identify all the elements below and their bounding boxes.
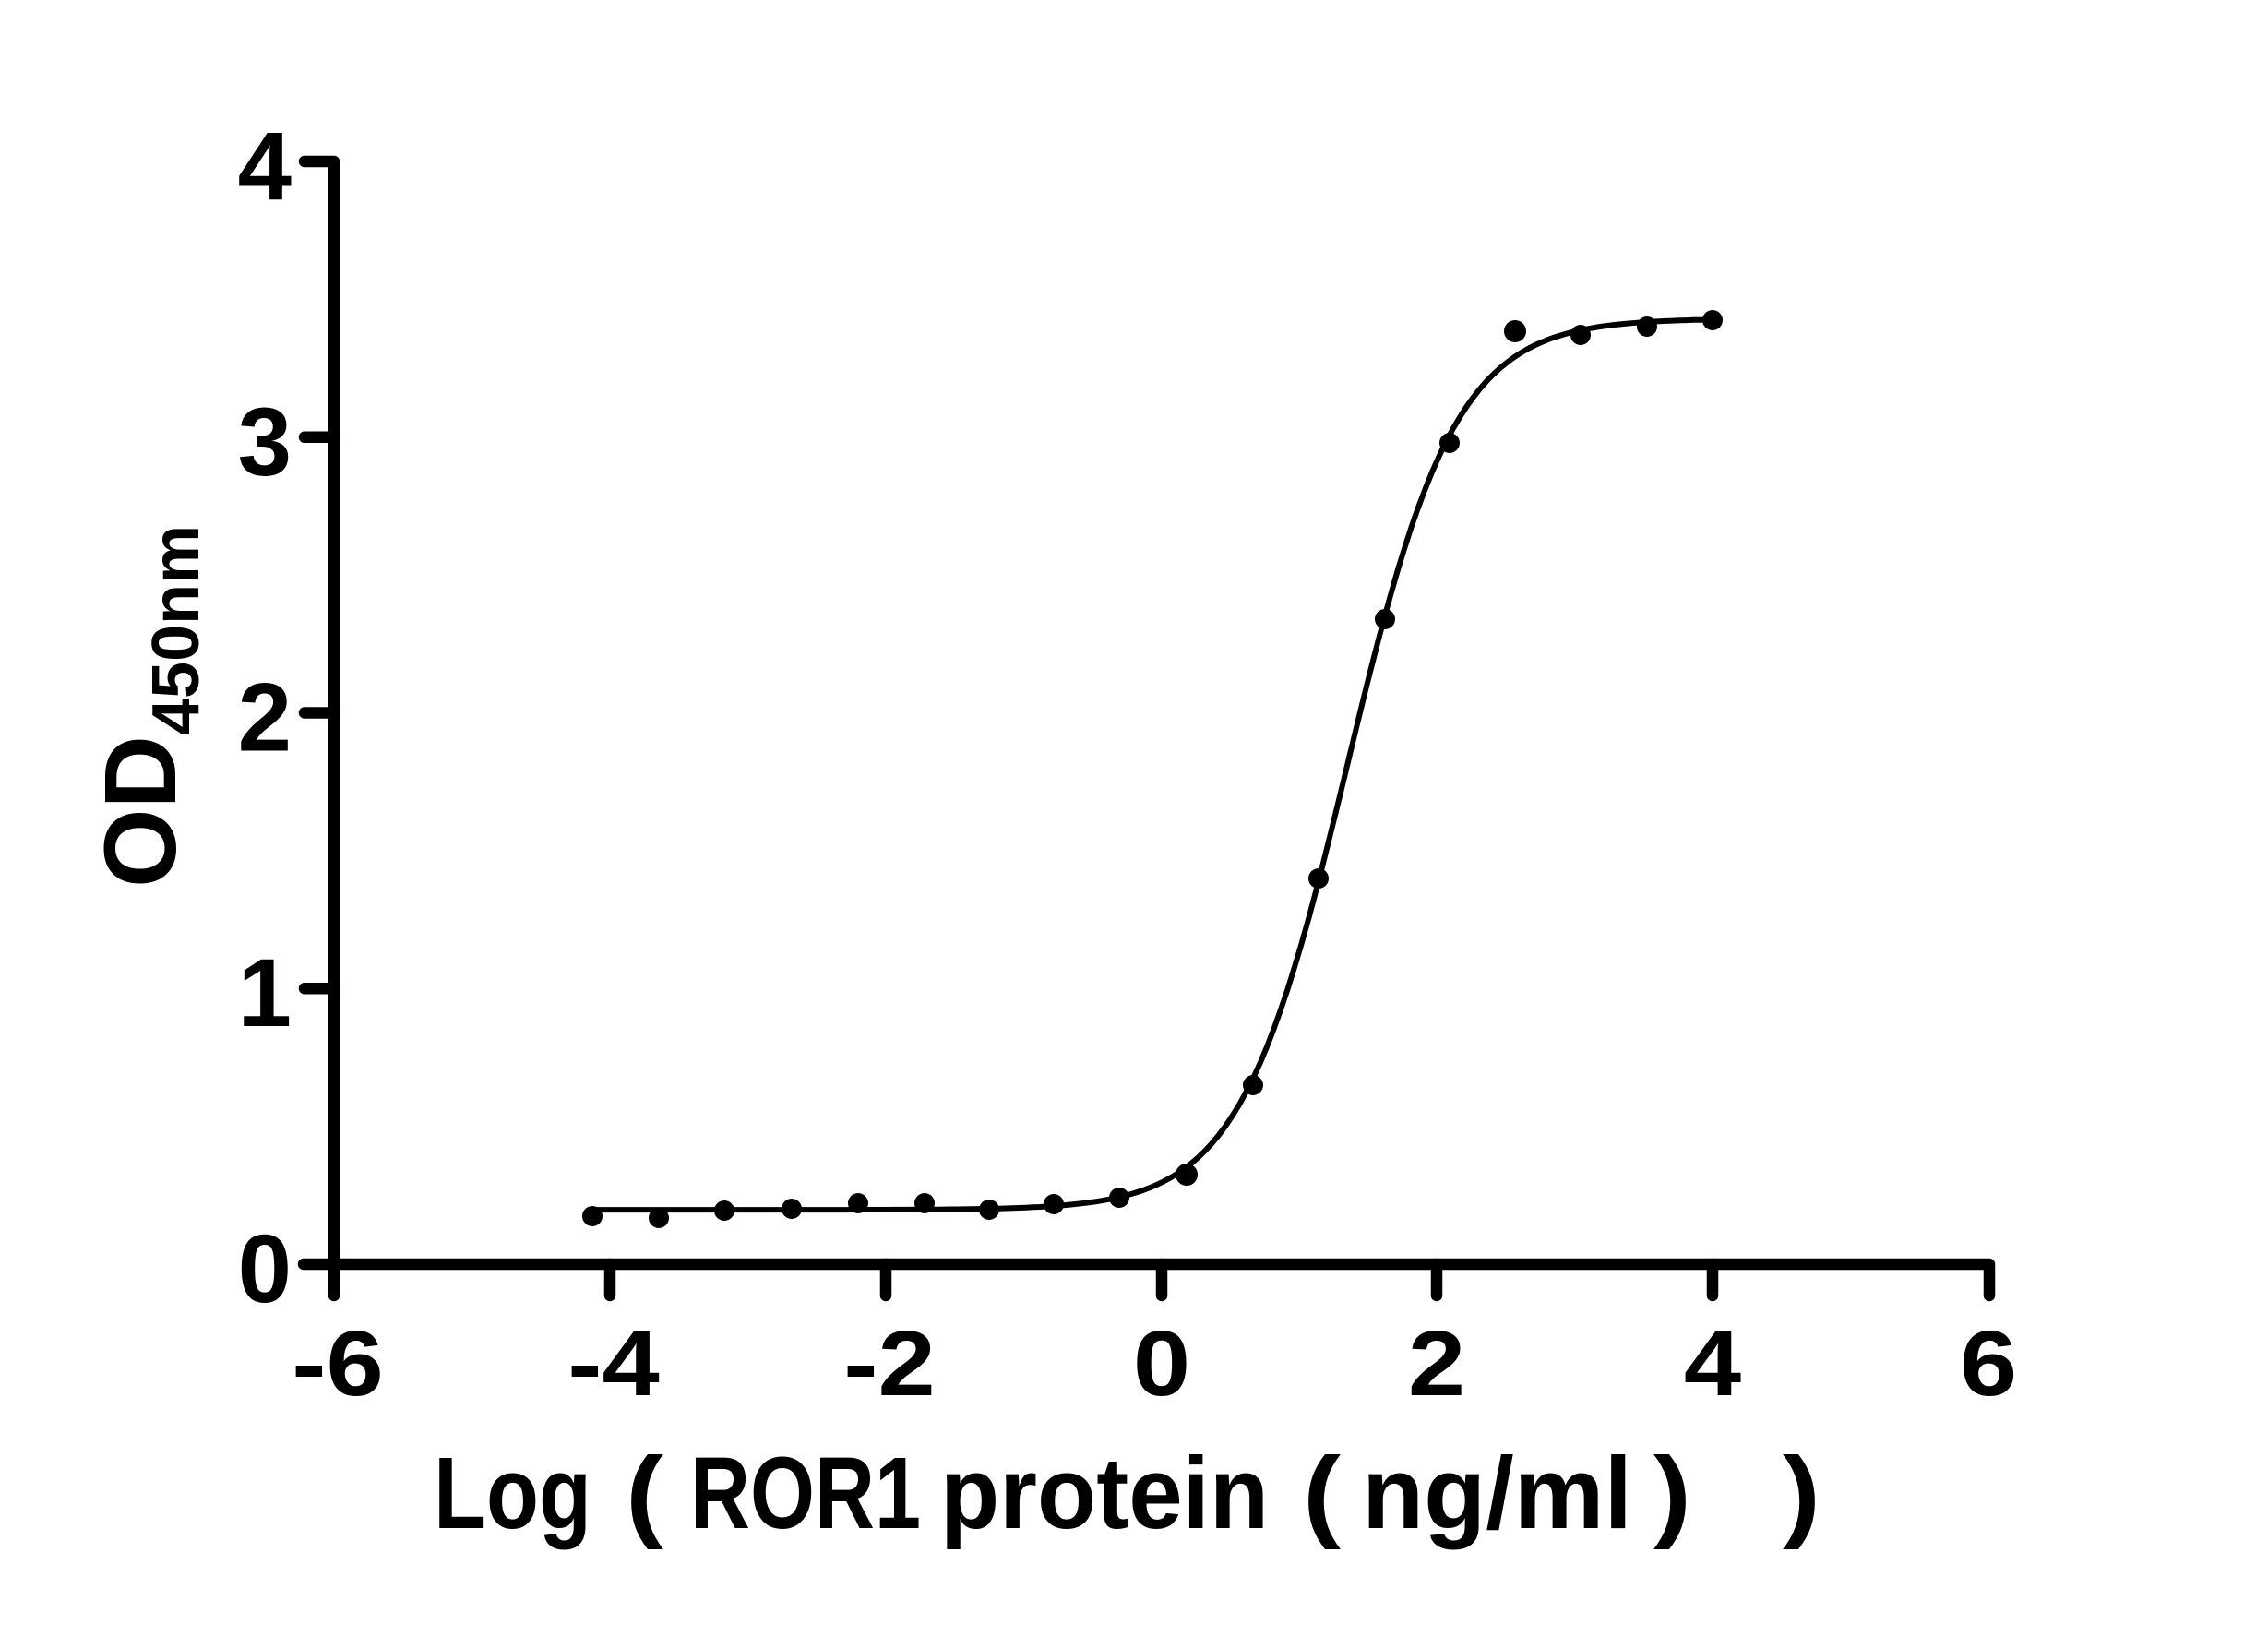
- svg-text:6: 6: [1960, 1313, 2017, 1415]
- svg-text:-4: -4: [567, 1313, 660, 1415]
- svg-text:2: 2: [238, 664, 292, 772]
- svg-text:4: 4: [238, 113, 292, 221]
- svg-text:): ): [1783, 1437, 1820, 1550]
- svg-text:-6: -6: [292, 1313, 384, 1415]
- svg-text:3: 3: [238, 388, 292, 496]
- svg-text:-2: -2: [843, 1313, 936, 1415]
- svg-text:0: 0: [1133, 1313, 1190, 1415]
- svg-text:Log: Log: [434, 1437, 591, 1550]
- svg-text:1: 1: [238, 939, 292, 1047]
- svg-text:4: 4: [1684, 1313, 1741, 1415]
- svg-text:): ): [1653, 1437, 1691, 1550]
- svg-text:protein: protein: [940, 1437, 1269, 1550]
- svg-text:ROR1: ROR1: [690, 1437, 921, 1550]
- svg-text:(: (: [626, 1437, 663, 1550]
- svg-text:(: (: [1303, 1437, 1341, 1550]
- svg-text:0: 0: [238, 1215, 292, 1323]
- svg-text:ng/ml: ng/ml: [1362, 1437, 1632, 1550]
- svg-text:2: 2: [1408, 1313, 1465, 1415]
